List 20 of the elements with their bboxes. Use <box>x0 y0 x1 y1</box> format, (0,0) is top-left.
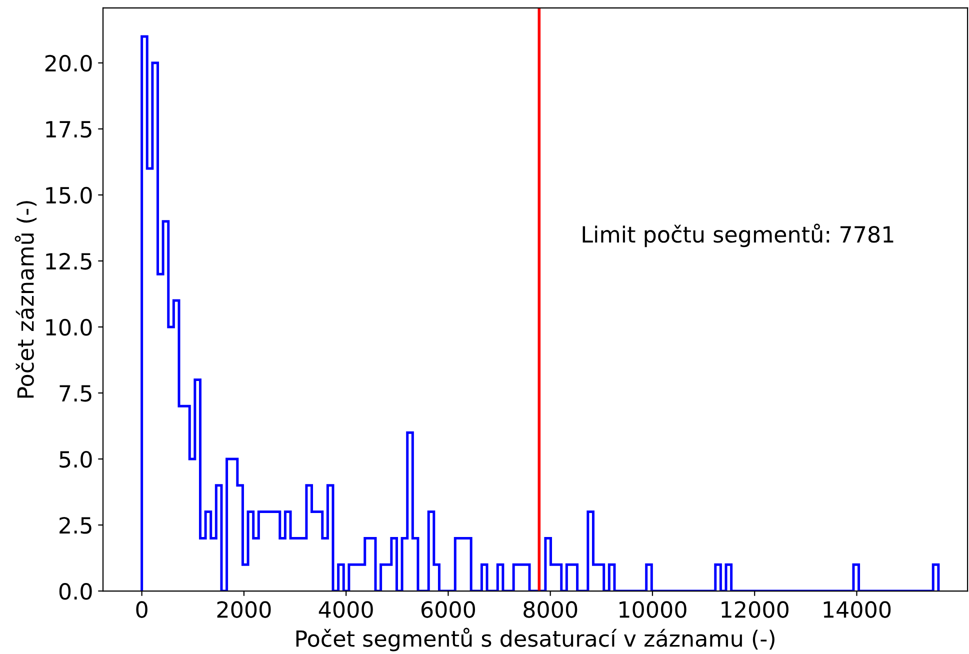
x-axis-title: Počet segmentů s desaturací v záznamu (-) <box>296 628 774 652</box>
y-tick-label: 7.5 <box>60 385 92 402</box>
x-tick-label: 8000 <box>524 601 578 618</box>
ref-line-label: Limit počtu segmentů: 7781 <box>582 224 894 248</box>
y-tick-label: 17.5 <box>46 121 92 138</box>
x-tick-label: 6000 <box>421 601 476 618</box>
x-tick-label: 0 <box>136 601 148 618</box>
x-tick-label: 4000 <box>318 601 373 618</box>
y-tick-label: 15.0 <box>46 186 92 204</box>
x-tick-label: 12000 <box>722 601 788 618</box>
y-tick-label: 10.0 <box>46 318 92 336</box>
y-tick-label: 0.0 <box>59 582 92 600</box>
y-axis-title: Počet záznamů (-) <box>14 201 37 398</box>
y-tick-label: 12.5 <box>46 252 92 270</box>
y-tick-label: 20.0 <box>45 54 92 72</box>
x-tick-label: 2000 <box>217 601 271 618</box>
x-tick-label: 10000 <box>620 601 686 618</box>
x-tick-label: 14000 <box>824 601 891 618</box>
y-tick-label: 2.5 <box>60 516 92 534</box>
y-tick-label: 5.0 <box>60 450 92 468</box>
